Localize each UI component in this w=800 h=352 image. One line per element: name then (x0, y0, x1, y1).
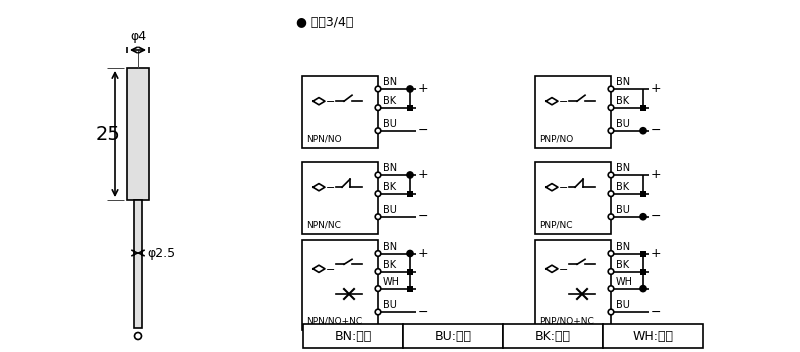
Bar (640, 191, 646, 197)
Text: PNP/NC: PNP/NC (539, 221, 573, 230)
Text: +: + (651, 82, 662, 95)
Text: −: − (326, 265, 335, 275)
Text: BN: BN (383, 241, 397, 251)
Text: BN: BN (616, 163, 630, 173)
Bar (303, 324, 403, 348)
Text: −: − (559, 183, 568, 193)
Text: ● 直涁3/4线: ● 直涁3/4线 (296, 16, 354, 29)
Bar (535, 162, 611, 234)
Text: BU: BU (616, 119, 630, 129)
Bar (640, 251, 646, 257)
Text: −: − (651, 210, 662, 223)
Circle shape (608, 105, 614, 111)
Circle shape (375, 269, 381, 274)
Text: +: + (418, 169, 429, 182)
Circle shape (608, 128, 614, 133)
Text: NPN/NO+NC: NPN/NO+NC (306, 317, 362, 326)
Text: −: − (559, 265, 568, 275)
Text: −: − (651, 124, 662, 137)
Text: WH: WH (383, 277, 400, 287)
Text: BU: BU (383, 119, 397, 129)
Text: BU: BU (383, 205, 397, 215)
Text: BU: BU (616, 300, 630, 310)
Text: BN: BN (616, 77, 630, 87)
Bar (407, 191, 413, 197)
Text: PNP/NO+NC: PNP/NO+NC (539, 317, 594, 326)
Bar (407, 105, 413, 111)
Circle shape (608, 251, 614, 256)
Text: −: − (559, 97, 568, 107)
Circle shape (640, 128, 646, 134)
Circle shape (608, 309, 614, 315)
Circle shape (608, 86, 614, 92)
Bar (407, 285, 413, 291)
Text: NPN/NC: NPN/NC (306, 221, 341, 230)
Circle shape (375, 251, 381, 256)
Text: −: − (418, 210, 429, 223)
Circle shape (640, 285, 646, 291)
Text: BN: BN (616, 241, 630, 251)
Circle shape (640, 214, 646, 220)
Text: BN:棕色: BN:棕色 (334, 329, 372, 342)
Text: WH: WH (616, 277, 633, 287)
Text: −: − (418, 124, 429, 137)
Text: +: + (651, 169, 662, 182)
Circle shape (375, 191, 381, 196)
Bar (640, 105, 646, 111)
Text: φ4: φ4 (130, 30, 146, 43)
Text: BK: BK (616, 182, 629, 192)
Bar (640, 269, 646, 275)
Bar (603, 324, 703, 348)
Bar (302, 240, 378, 330)
Text: NPN/NO: NPN/NO (306, 135, 342, 144)
Circle shape (608, 191, 614, 196)
Circle shape (375, 86, 381, 92)
Text: PNP/NO: PNP/NO (539, 135, 574, 144)
Bar (503, 324, 603, 348)
Bar (403, 324, 503, 348)
Text: BK: BK (383, 259, 396, 270)
Bar (407, 269, 413, 275)
Circle shape (608, 172, 614, 178)
Text: +: + (651, 247, 662, 260)
Text: BK: BK (616, 259, 629, 270)
Text: 25: 25 (95, 125, 121, 144)
Circle shape (407, 251, 413, 257)
Circle shape (375, 214, 381, 220)
Text: BN: BN (383, 163, 397, 173)
Circle shape (375, 309, 381, 315)
Circle shape (407, 86, 413, 92)
Circle shape (608, 286, 614, 291)
Text: BK: BK (383, 96, 396, 106)
Circle shape (407, 172, 413, 178)
Text: BK: BK (616, 96, 629, 106)
Text: −: − (326, 97, 335, 107)
Circle shape (375, 286, 381, 291)
Bar (127, 68, 149, 200)
Circle shape (375, 128, 381, 133)
Circle shape (134, 333, 142, 339)
Text: φ2.5: φ2.5 (147, 246, 175, 259)
Text: BU:兰色: BU:兰色 (434, 329, 471, 342)
Text: BU: BU (616, 205, 630, 215)
Bar (535, 240, 611, 330)
Circle shape (375, 172, 381, 178)
Text: +: + (418, 247, 429, 260)
Text: −: − (418, 306, 429, 319)
Text: BN: BN (383, 77, 397, 87)
Text: BK: BK (383, 182, 396, 192)
Text: −: − (651, 306, 662, 319)
Circle shape (608, 214, 614, 220)
Bar (535, 76, 611, 148)
Bar (134, 200, 142, 328)
Text: BU: BU (383, 300, 397, 310)
Bar (302, 162, 378, 234)
Circle shape (608, 269, 614, 274)
Circle shape (375, 105, 381, 111)
Text: +: + (418, 82, 429, 95)
Text: WH:白色: WH:白色 (633, 329, 674, 342)
Text: BK:黑色: BK:黑色 (535, 329, 571, 342)
Bar (302, 76, 378, 148)
Text: −: − (326, 183, 335, 193)
